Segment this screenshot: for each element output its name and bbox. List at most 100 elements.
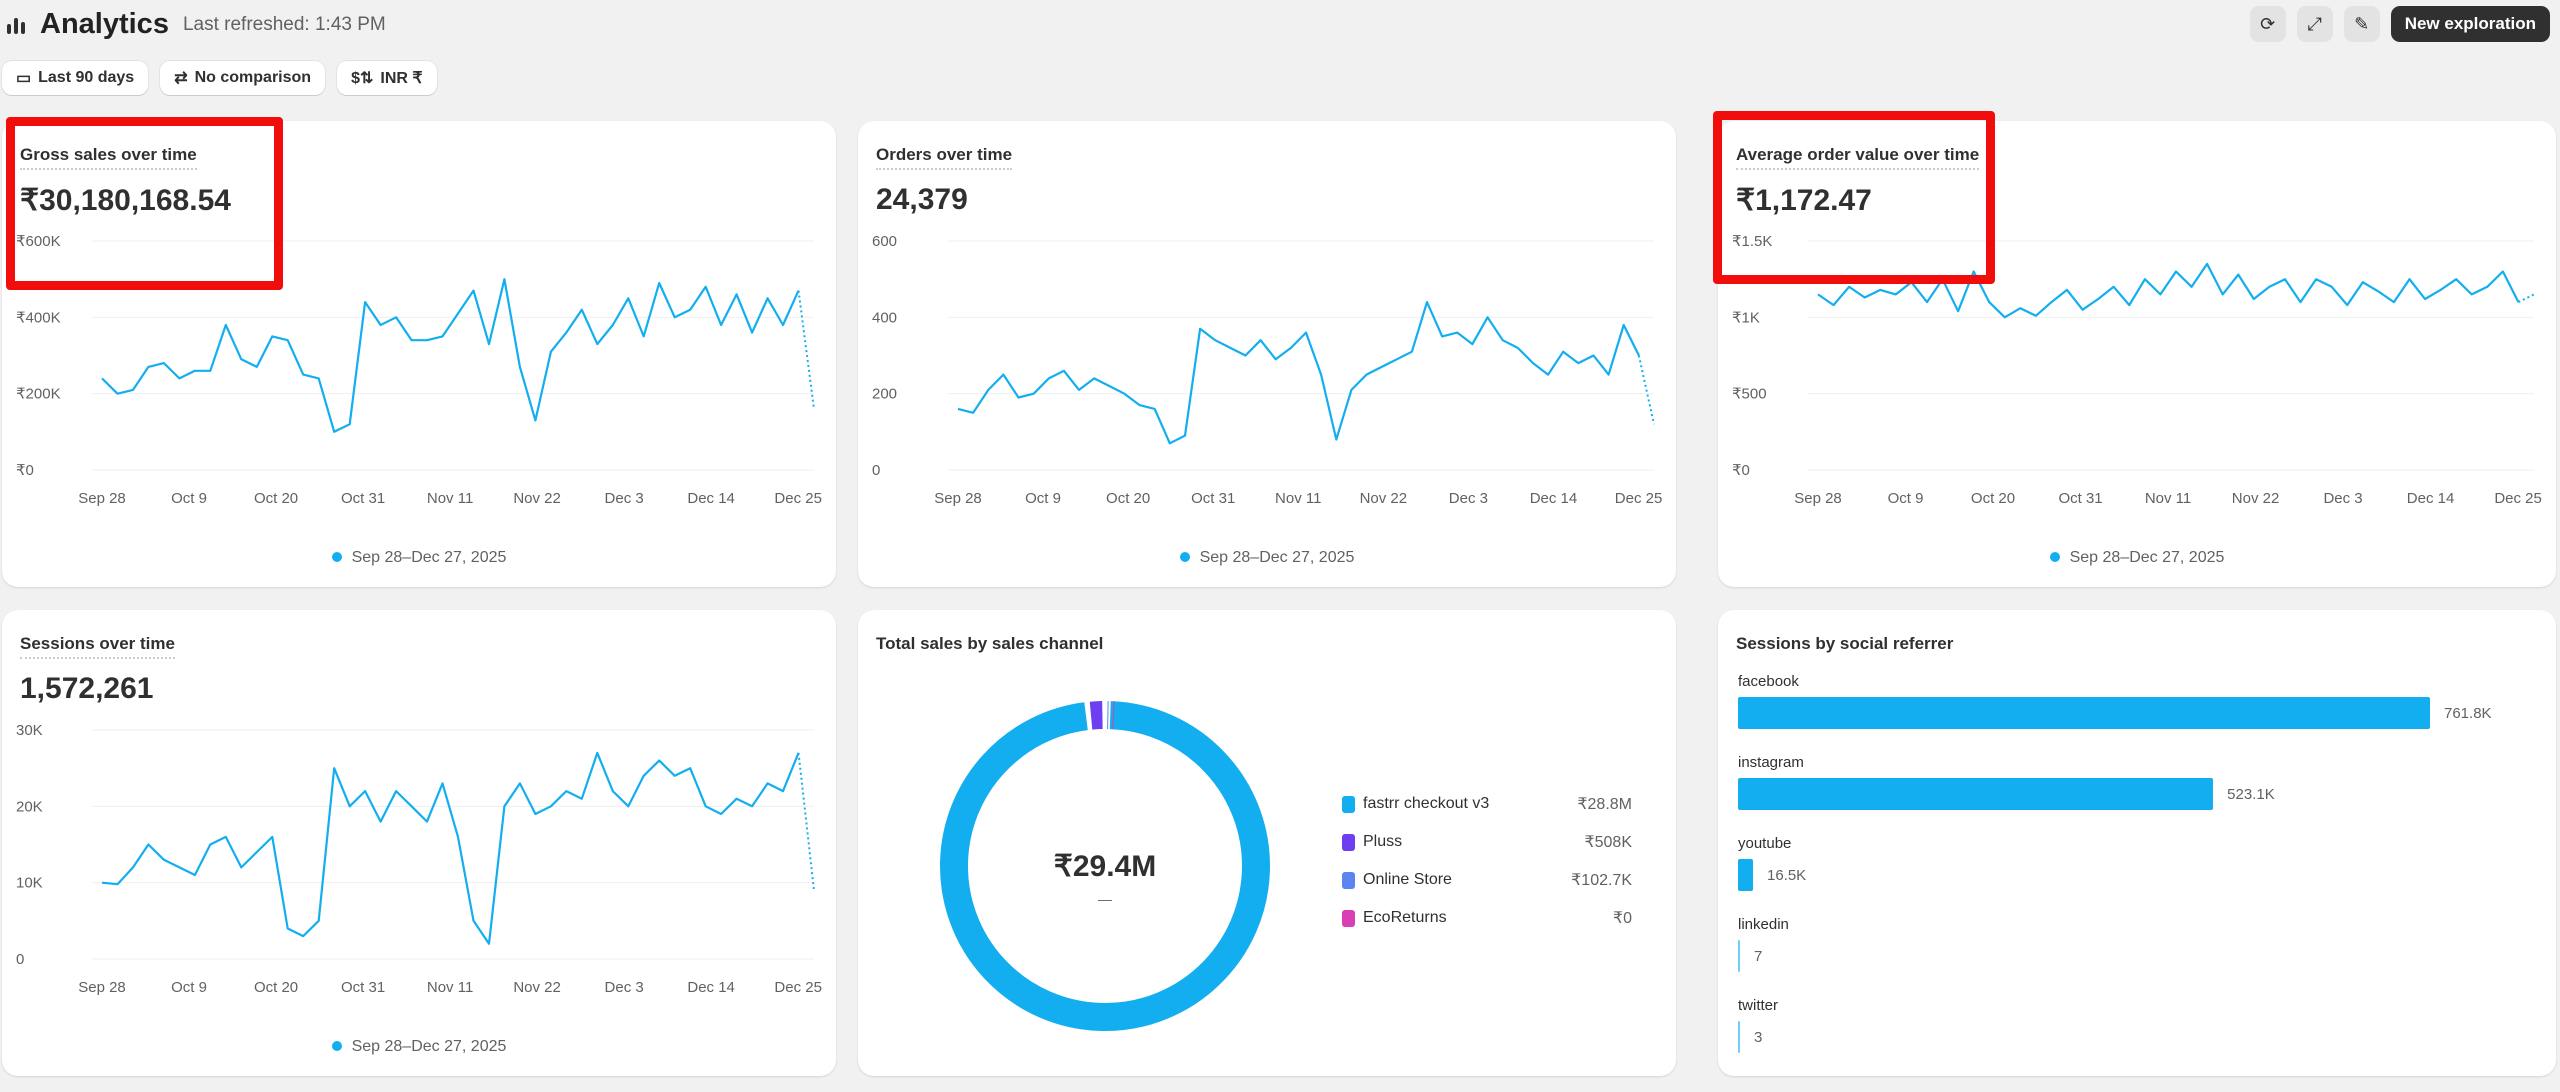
- chart-total: 24,379: [876, 183, 968, 216]
- y-tick-label: 600: [872, 233, 897, 250]
- social-referrer-card[interactable]: Sessions by social referrer facebook 761.8…: [1718, 610, 2556, 1076]
- legend-dot: [331, 1041, 342, 1051]
- y-tick-label: ₹500: [1732, 386, 1767, 403]
- chart-legend[interactable]: Sep 28–Dec 27, 2025: [2, 1038, 836, 1056]
- edit-icon: ✎: [2354, 13, 2370, 34]
- annotation-box: [1713, 111, 1995, 284]
- chart-title[interactable]: Total sales by sales channel: [876, 634, 1104, 653]
- y-tick-label: 30K: [16, 722, 43, 739]
- refresh-button[interactable]: ⟳: [2249, 6, 2286, 42]
- currency-button[interactable]: $⇅ INR ₹: [337, 61, 437, 95]
- x-tick-label: Dec 14: [687, 490, 735, 507]
- x-tick-label: Oct 31: [341, 979, 385, 996]
- bar-label: instagram: [1738, 754, 1804, 771]
- series-line: [101, 278, 800, 433]
- x-tick-label: Oct 20: [254, 490, 298, 507]
- y-tick-label: ₹0: [1732, 462, 1750, 479]
- expand-button[interactable]: ⤢: [2296, 6, 2333, 42]
- x-tick-label: Dec 14: [2407, 490, 2455, 507]
- x-tick-label: Oct 20: [1971, 490, 2015, 507]
- x-tick-label: Nov 22: [513, 979, 561, 996]
- x-tick-label: Nov 11: [427, 490, 473, 507]
- bar[interactable]: [1738, 940, 1740, 972]
- x-tick-label: Oct 9: [171, 490, 207, 507]
- x-tick-label: Nov 22: [513, 490, 561, 507]
- donut-center-sub: —: [1098, 891, 1112, 907]
- y-tick-label: ₹400K: [16, 309, 61, 326]
- page-title: Analytics: [40, 8, 169, 40]
- series-line: [957, 301, 1640, 445]
- bar-chart-icon: [7, 17, 25, 34]
- legend-label: Sep 28–Dec 27, 2025: [2069, 549, 2225, 566]
- bar[interactable]: [1738, 778, 2214, 810]
- x-tick-label: Oct 31: [2058, 490, 2102, 507]
- x-tick-label: Nov 22: [2232, 490, 2280, 507]
- date-range-button[interactable]: ▭ Last 90 days: [2, 61, 149, 95]
- last-refreshed: Last refreshed: 1:43 PM: [182, 13, 386, 35]
- bar-value: 523.1K: [2227, 786, 2275, 803]
- sessions-card[interactable]: Sessions over time 1,572,261 0 10K 20K 30K Sep…: [2, 610, 836, 1076]
- edit-button[interactable]: ✎: [2343, 6, 2380, 42]
- legend-item[interactable]: Online Store ₹102.7K: [1342, 870, 1632, 890]
- aov-card[interactable]: Average order value over time ₹1,172.47 ₹0…: [1718, 121, 2556, 587]
- bar[interactable]: [1738, 859, 1753, 891]
- chart-title[interactable]: Sessions by social referrer: [1736, 634, 1954, 653]
- legend-swatch: [1342, 833, 1355, 851]
- x-tick-label: Dec 25: [1615, 490, 1663, 507]
- chart-total: ₹30,180,168.54: [20, 184, 231, 217]
- x-tick-label: Oct 20: [1106, 490, 1150, 507]
- legend-label: EcoReturns: [1363, 909, 1447, 926]
- chart-legend[interactable]: Sep 28–Dec 27, 2025: [1718, 549, 2556, 567]
- legend-item[interactable]: Pluss ₹508K: [1342, 832, 1632, 852]
- series-line-partial: [1637, 355, 1655, 425]
- chart-title[interactable]: Gross sales over time: [20, 145, 197, 170]
- comparison-button[interactable]: ⇄ No comparison: [160, 61, 326, 95]
- bar-value: 7: [1754, 948, 1763, 965]
- chart-title[interactable]: Orders over time: [876, 145, 1013, 170]
- series-line-partial: [797, 752, 815, 891]
- y-tick-label: ₹200K: [16, 386, 61, 403]
- chart-title[interactable]: Sessions over time: [20, 634, 175, 659]
- x-tick-label: Dec 14: [687, 979, 735, 996]
- new-exploration-button[interactable]: New exploration: [2390, 6, 2550, 42]
- legend-label: Pluss: [1363, 833, 1403, 850]
- chart-legend[interactable]: Sep 28–Dec 27, 2025: [2, 549, 836, 567]
- bar-value: 16.5K: [1766, 867, 1807, 884]
- series-line: [101, 751, 800, 945]
- x-tick-label: Sep 28: [78, 979, 126, 996]
- series-line-partial: [2517, 293, 2535, 303]
- chart-title[interactable]: Average order value over time: [1736, 145, 1980, 170]
- legend-item[interactable]: EcoReturns ₹0: [1342, 908, 1632, 928]
- y-tick-label: ₹1.5K: [1732, 233, 1772, 250]
- line-chart: 0 200 400 600 Sep 28 Oct 9 Oct 20 Oct 31 Nov 11 N…: [872, 233, 1663, 507]
- x-tick-label: Dec 25: [774, 979, 822, 996]
- donut-center-value: ₹29.4M: [1054, 850, 1156, 883]
- x-tick-label: Nov 22: [1360, 490, 1408, 507]
- legend-dot: [2049, 552, 2060, 562]
- y-tick-label: 10K: [16, 875, 43, 892]
- legend-swatch: [1342, 871, 1355, 889]
- line-chart: ₹0 ₹200K ₹400K ₹600K Sep 28 Oct 9 Oct 20 Oct 31…: [16, 233, 822, 507]
- x-tick-label: Dec 3: [2323, 490, 2362, 507]
- bar[interactable]: [1738, 697, 2430, 729]
- series-line-partial: [797, 290, 815, 410]
- orders-card[interactable]: Orders over time 24,379 0 200 400 600 Sep 28 Oc…: [858, 121, 1676, 587]
- y-tick-label: 400: [872, 309, 897, 326]
- chart-total: 1,572,261: [20, 672, 154, 705]
- gross-sales-card[interactable]: Gross sales over time ₹30,180,168.54 ₹0 ₹20…: [2, 121, 836, 587]
- y-tick-label: ₹600K: [16, 233, 61, 250]
- chart-legend[interactable]: Sep 28–Dec 27, 2025: [858, 549, 1676, 567]
- legend-item[interactable]: fastrr checkout v3 ₹28.8M: [1342, 794, 1632, 814]
- x-tick-label: Oct 20: [254, 979, 298, 996]
- bar[interactable]: [1738, 1021, 1740, 1053]
- bar-label: facebook: [1738, 673, 1799, 690]
- bar-label: linkedin: [1738, 916, 1789, 933]
- bar-value: 761.8K: [2444, 705, 2492, 722]
- x-tick-label: Nov 11: [1275, 490, 1321, 507]
- x-tick-label: Nov 11: [2145, 490, 2191, 507]
- x-tick-label: Nov 11: [427, 979, 473, 996]
- legend-dot: [1179, 552, 1190, 562]
- donut-chart: ₹29.4M —: [940, 700, 1270, 1031]
- sales-channel-card[interactable]: Total sales by sales channel ₹29.4M — fastr…: [858, 610, 1676, 1076]
- x-tick-label: Dec 25: [2494, 490, 2542, 507]
